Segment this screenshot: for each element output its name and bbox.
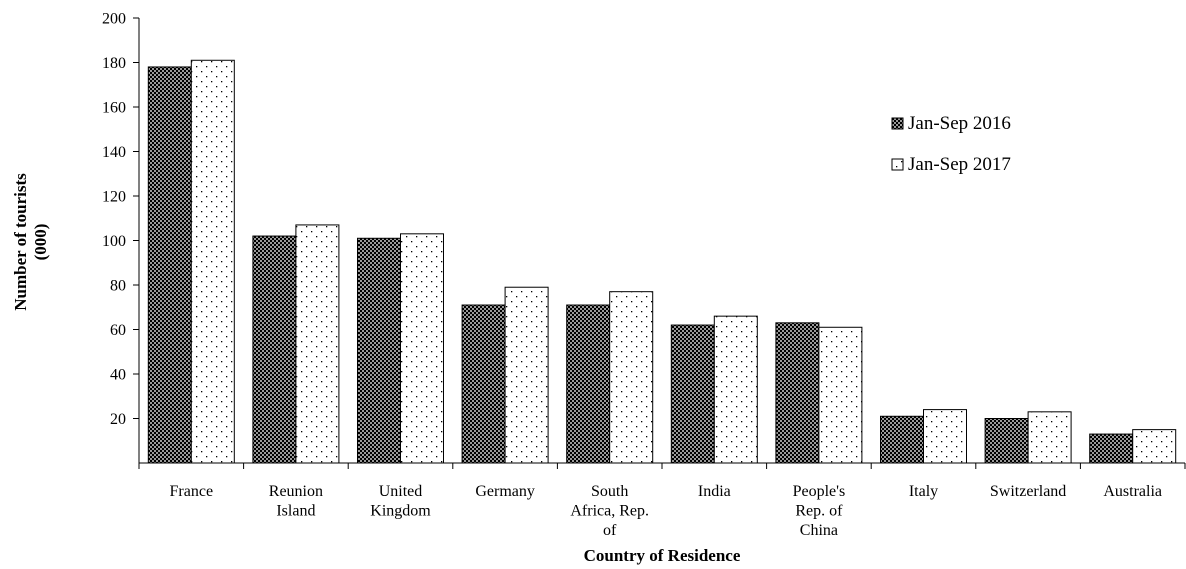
legend-swatch xyxy=(891,158,904,171)
bar-2017 xyxy=(504,286,549,464)
bar-2016 xyxy=(984,418,1029,464)
bar-2016 xyxy=(1089,433,1134,464)
x-tick-label: of xyxy=(603,522,617,539)
y-tick-label: 180 xyxy=(102,55,126,72)
x-tick-label: Africa, Rep. xyxy=(570,503,649,520)
x-tick-label: China xyxy=(800,522,838,539)
bar-2017 xyxy=(713,315,758,464)
x-tick-label: Kingdom xyxy=(370,503,431,520)
y-axis-title-line-1: Number of tourists xyxy=(11,173,30,311)
bar-2016 xyxy=(252,235,297,464)
x-tick-label: People's xyxy=(793,483,846,500)
x-tick-label: Switzerland xyxy=(990,483,1066,500)
x-tick-label: Rep. of xyxy=(795,503,843,520)
bar-2017 xyxy=(818,326,863,464)
y-tick-label: 100 xyxy=(102,233,126,250)
y-tick-label: 120 xyxy=(102,189,126,206)
bar-2017 xyxy=(1027,411,1072,464)
x-axis-title: Country of Residence xyxy=(584,546,741,565)
x-tick-label: Island xyxy=(276,503,315,520)
bars xyxy=(147,59,1177,464)
bar-2016 xyxy=(147,66,192,464)
bar-2016 xyxy=(461,304,506,464)
x-tick-label: Reunion xyxy=(269,483,323,500)
bar-2016 xyxy=(357,237,401,464)
y-tick-label: 60 xyxy=(110,322,126,339)
y-tick-label: 80 xyxy=(110,278,126,295)
bar-2016 xyxy=(775,322,820,464)
y-axis: 20 40 60 80 100 120 140 160 180 200 xyxy=(102,11,140,463)
bar-2016 xyxy=(880,415,924,464)
x-tick-labels: France Reunion Island United Kingdom Germany S… xyxy=(170,483,1162,539)
x-tick-label: United xyxy=(379,483,423,500)
bar-2017 xyxy=(190,59,235,464)
x-tick-label: South xyxy=(591,483,628,500)
legend-label: Jan-Sep 2016 xyxy=(908,113,1011,134)
x-tick-label: France xyxy=(170,483,214,500)
bar-2017 xyxy=(400,233,444,464)
bar-2017 xyxy=(923,409,967,464)
y-tick-label: 200 xyxy=(102,11,126,28)
x-tick-label: Australia xyxy=(1103,483,1162,500)
legend-swatch xyxy=(891,117,904,130)
x-tick-label: India xyxy=(698,483,731,500)
y-tick-label: 20 xyxy=(110,411,126,428)
bar-2017 xyxy=(609,291,654,464)
x-axis xyxy=(138,462,1186,469)
y-tick-label: 140 xyxy=(102,144,126,161)
x-tick-label: Italy xyxy=(909,483,938,500)
x-tick-label: Germany xyxy=(475,483,535,500)
bar-2017 xyxy=(1132,429,1177,464)
bar-2016 xyxy=(566,304,611,464)
legend-label: Jan-Sep 2017 xyxy=(908,154,1011,175)
y-axis-title-line-2: (000) xyxy=(31,224,50,261)
bar-2016 xyxy=(670,324,715,464)
legend: Jan-Sep 2016 Jan-Sep 2017 xyxy=(891,113,1011,175)
y-tick-label: 160 xyxy=(102,100,126,117)
bar-2017 xyxy=(295,224,340,464)
y-tick-label: 40 xyxy=(110,367,126,384)
